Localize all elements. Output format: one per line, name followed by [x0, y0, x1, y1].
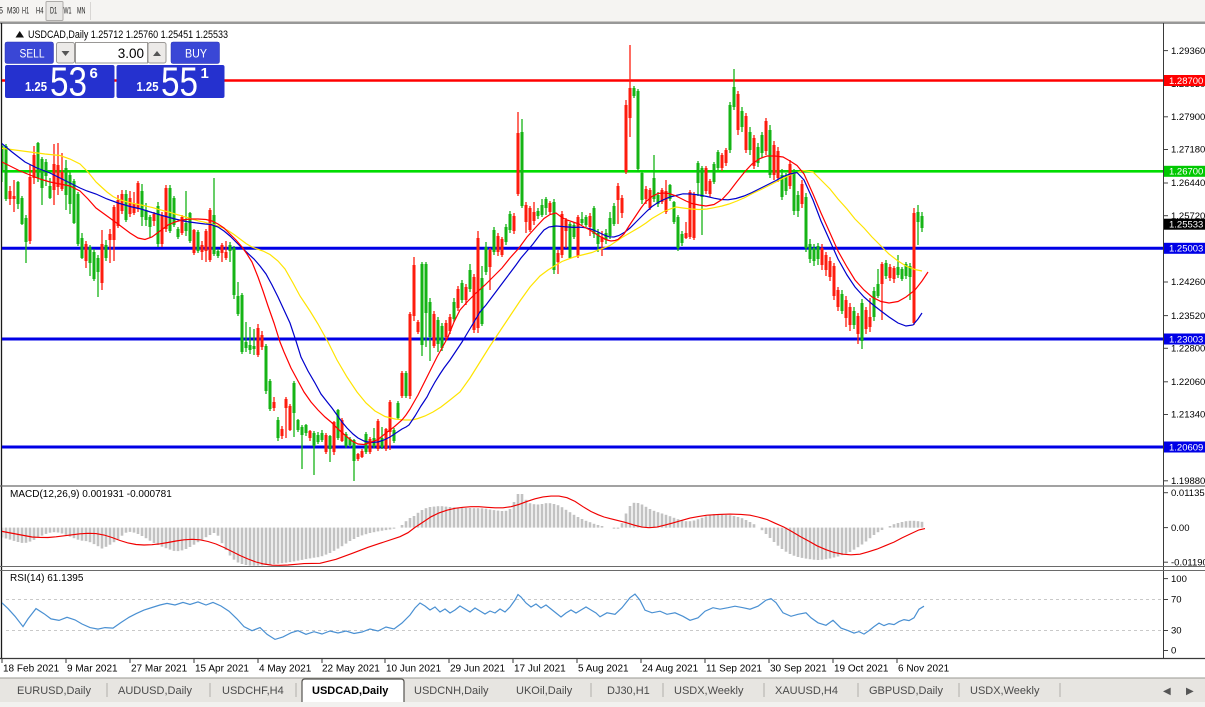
svg-text:0.00: 0.00 — [1171, 523, 1190, 534]
svg-text:29 Jun 2021: 29 Jun 2021 — [450, 664, 505, 675]
svg-text:11 Sep 2021: 11 Sep 2021 — [706, 664, 762, 675]
svg-text:MN: MN — [77, 6, 86, 16]
svg-text:MACD(12,26,9) 0.001931 -0.0007: MACD(12,26,9) 0.001931 -0.000781 — [10, 489, 172, 500]
svg-text:1.25: 1.25 — [137, 80, 159, 94]
svg-text:1.22060: 1.22060 — [1171, 377, 1205, 388]
svg-text:3.00: 3.00 — [118, 46, 144, 61]
svg-text:30: 30 — [1171, 626, 1182, 637]
svg-text:XAUUSD,H4: XAUUSD,H4 — [775, 685, 838, 697]
svg-text:M30: M30 — [7, 6, 20, 16]
svg-text:10 Jun 2021: 10 Jun 2021 — [386, 664, 441, 675]
svg-text:BUY: BUY — [185, 47, 207, 61]
svg-text:SELL: SELL — [20, 47, 45, 61]
svg-text:USDX,Weekly: USDX,Weekly — [970, 685, 1040, 697]
svg-text:27 Mar 2021: 27 Mar 2021 — [131, 664, 188, 675]
svg-text:1.26700: 1.26700 — [1169, 167, 1203, 178]
svg-text:22 May 2021: 22 May 2021 — [322, 664, 380, 675]
svg-text:1.24260: 1.24260 — [1171, 277, 1205, 288]
svg-text:17 Jul 2021: 17 Jul 2021 — [514, 664, 566, 675]
svg-text:H4: H4 — [36, 6, 44, 16]
svg-text:1.28700: 1.28700 — [1169, 76, 1203, 87]
svg-text:15 Apr 2021: 15 Apr 2021 — [195, 664, 249, 675]
svg-text:USDCAD,Daily 1.25712 1.25760: USDCAD,Daily 1.25712 1.25760 1.25451 1.2… — [28, 29, 228, 41]
svg-text:1.25003: 1.25003 — [1169, 244, 1203, 255]
svg-text:1.25533: 1.25533 — [1169, 220, 1203, 231]
svg-text:53: 53 — [50, 59, 87, 105]
svg-text:H1: H1 — [22, 6, 29, 16]
svg-text:1.29360: 1.29360 — [1171, 46, 1205, 57]
svg-text:▶: ▶ — [1186, 686, 1194, 697]
svg-text:0.01135: 0.01135 — [1171, 488, 1205, 499]
svg-text:◀: ◀ — [1163, 686, 1171, 697]
svg-text:6 Nov 2021: 6 Nov 2021 — [898, 664, 950, 675]
svg-text:EURUSD,Daily: EURUSD,Daily — [17, 685, 91, 697]
svg-text:W1: W1 — [64, 6, 72, 16]
svg-text:0: 0 — [1171, 646, 1176, 657]
svg-text:USDCAD,Daily: USDCAD,Daily — [312, 685, 389, 697]
svg-text:1.26440: 1.26440 — [1171, 178, 1205, 189]
svg-text:1.23003: 1.23003 — [1169, 334, 1203, 345]
svg-text:USDCNH,Daily: USDCNH,Daily — [414, 685, 489, 697]
svg-text:6: 6 — [90, 65, 98, 82]
svg-text:100: 100 — [1171, 574, 1187, 585]
svg-text:18 Feb 2021: 18 Feb 2021 — [3, 664, 60, 675]
svg-text:USDX,Weekly: USDX,Weekly — [674, 685, 744, 697]
svg-text:DJ30,H1: DJ30,H1 — [607, 685, 650, 697]
svg-text:UKOil,Daily: UKOil,Daily — [516, 685, 573, 697]
svg-text:1: 1 — [201, 65, 209, 82]
svg-text:1.25: 1.25 — [25, 80, 47, 94]
svg-text:GBPUSD,Daily: GBPUSD,Daily — [869, 685, 943, 697]
svg-text:-0.01190: -0.01190 — [1171, 557, 1205, 568]
svg-text:1.25720: 1.25720 — [1171, 211, 1205, 222]
svg-text:1.27180: 1.27180 — [1171, 145, 1205, 156]
svg-text:5: 5 — [0, 6, 3, 16]
svg-text:19 Oct 2021: 19 Oct 2021 — [834, 664, 889, 675]
svg-text:RSI(14) 61.1395: RSI(14) 61.1395 — [10, 573, 84, 584]
svg-text:1.23520: 1.23520 — [1171, 311, 1205, 322]
svg-text:55: 55 — [161, 59, 198, 105]
svg-text:AUDUSD,Daily: AUDUSD,Daily — [118, 685, 192, 697]
svg-text:9 Mar 2021: 9 Mar 2021 — [67, 664, 118, 675]
svg-text:1.22800: 1.22800 — [1171, 344, 1205, 355]
svg-text:5 Aug 2021: 5 Aug 2021 — [578, 664, 629, 675]
svg-text:D1: D1 — [50, 6, 57, 16]
svg-text:4 May 2021: 4 May 2021 — [259, 664, 312, 675]
svg-text:USDCHF,H4: USDCHF,H4 — [222, 685, 284, 697]
svg-text:24 Aug 2021: 24 Aug 2021 — [642, 664, 699, 675]
svg-text:1.21340: 1.21340 — [1171, 410, 1205, 421]
svg-text:30 Sep 2021: 30 Sep 2021 — [770, 664, 827, 675]
svg-text:70: 70 — [1171, 595, 1182, 606]
svg-text:1.20609: 1.20609 — [1169, 442, 1203, 453]
svg-text:1.19880: 1.19880 — [1171, 476, 1205, 487]
svg-text:1.27900: 1.27900 — [1171, 112, 1205, 123]
